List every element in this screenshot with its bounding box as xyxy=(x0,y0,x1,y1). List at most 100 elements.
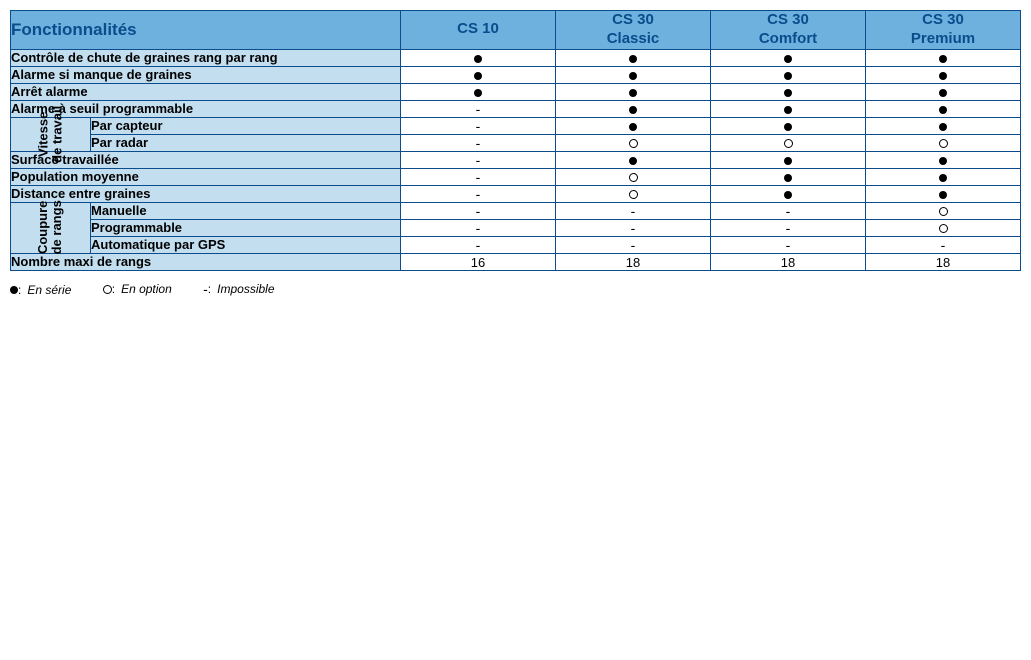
row-label: Alarme si manque de graines xyxy=(11,66,401,83)
row-group-label-text: Coupurede rangs xyxy=(36,200,65,254)
table-row: Distance entre graines - xyxy=(11,185,1021,202)
value-cell: - xyxy=(401,168,556,185)
table-row: Par radar- xyxy=(11,134,1021,151)
dash-icon: - xyxy=(786,203,791,219)
value-cell xyxy=(711,117,866,134)
value-cell: 16 xyxy=(401,253,556,270)
value-cell xyxy=(556,49,711,66)
value-cell: - xyxy=(556,236,711,253)
value-cell xyxy=(866,100,1021,117)
filled-circle-icon xyxy=(784,106,792,114)
row-label: Alarme à seuil programmable xyxy=(11,100,401,117)
value-cell: - xyxy=(401,151,556,168)
table-row: Arrêt alarme xyxy=(11,83,1021,100)
table-row: Alarme à seuil programmable - xyxy=(11,100,1021,117)
value-cell xyxy=(401,66,556,83)
filled-circle-icon xyxy=(939,55,947,63)
table-row: Nombre maxi de rangs16181818 xyxy=(11,253,1021,270)
value-cell xyxy=(401,49,556,66)
table-row: Programmable--- xyxy=(11,219,1021,236)
filled-circle-icon xyxy=(629,55,637,63)
row-sublabel: Par radar xyxy=(91,134,401,151)
table-row: Coupurede rangsManuelle--- xyxy=(11,202,1021,219)
filled-circle-icon xyxy=(784,157,792,165)
row-sublabel: Manuelle xyxy=(91,202,401,219)
table-row: Population moyenne- xyxy=(11,168,1021,185)
row-label: Distance entre graines xyxy=(11,185,401,202)
filled-circle-icon xyxy=(474,72,482,80)
value-cell xyxy=(556,66,711,83)
value-cell: - xyxy=(401,219,556,236)
header-col-3: CS 30 Premium xyxy=(866,11,1021,50)
header-col-2: CS 30 Comfort xyxy=(711,11,866,50)
value-cell: - xyxy=(401,117,556,134)
dash-icon: - xyxy=(476,203,481,219)
row-sublabel: Par capteur xyxy=(91,117,401,134)
value-cell xyxy=(866,117,1021,134)
dash-icon: - xyxy=(476,101,481,117)
legend-open-label: En option xyxy=(121,282,172,296)
feature-comparison-table: Fonctionnalités CS 10 CS 30 Classic CS 3… xyxy=(10,10,1021,271)
legend-filled-label: En série xyxy=(27,283,71,297)
value-cell xyxy=(711,66,866,83)
table-row: Surface travaillée- xyxy=(11,151,1021,168)
row-label: Surface travaillée xyxy=(11,151,401,168)
value-cell: - xyxy=(866,236,1021,253)
filled-circle-icon xyxy=(939,174,947,182)
table-row: Alarme si manque de graines xyxy=(11,66,1021,83)
open-circle-icon xyxy=(629,173,638,182)
filled-circle-icon xyxy=(629,123,637,131)
table-row: Contrôle de chute de graines rang par ra… xyxy=(11,49,1021,66)
legend: : En série : En option - : Impossible xyxy=(10,281,1021,297)
filled-circle-icon xyxy=(629,89,637,97)
filled-circle-icon xyxy=(474,89,482,97)
value-cell xyxy=(866,202,1021,219)
value-cell xyxy=(401,83,556,100)
row-sublabel: Automatique par GPS xyxy=(91,236,401,253)
value-cell xyxy=(866,83,1021,100)
dash-icon: - xyxy=(631,237,636,253)
table-header-row: Fonctionnalités CS 10 CS 30 Classic CS 3… xyxy=(11,11,1021,50)
filled-circle-icon xyxy=(939,191,947,199)
legend-item-dash: - : Impossible xyxy=(203,281,274,297)
value-cell xyxy=(711,134,866,151)
dash-icon: - xyxy=(786,237,791,253)
filled-circle-icon xyxy=(629,106,637,114)
filled-circle-icon xyxy=(10,286,18,294)
dash-icon: - xyxy=(476,169,481,185)
open-circle-icon xyxy=(939,207,948,216)
filled-circle-icon xyxy=(939,106,947,114)
header-features-label: Fonctionnalités xyxy=(11,11,401,50)
value-cell: - xyxy=(401,202,556,219)
header-col-1: CS 30 Classic xyxy=(556,11,711,50)
dash-icon: - xyxy=(476,186,481,202)
header-col-3-line1: CS 30 xyxy=(922,11,964,28)
header-col-2-line1: CS 30 xyxy=(767,11,809,28)
value-cell xyxy=(866,66,1021,83)
dash-icon: - xyxy=(476,118,481,134)
row-label: Contrôle de chute de graines rang par ra… xyxy=(11,49,401,66)
filled-circle-icon xyxy=(474,55,482,63)
value-cell xyxy=(556,185,711,202)
value-cell xyxy=(556,117,711,134)
value-cell xyxy=(866,151,1021,168)
row-group-label: Coupurede rangs xyxy=(11,202,91,253)
row-sublabel: Programmable xyxy=(91,219,401,236)
legend-dash-label: Impossible xyxy=(217,282,274,296)
row-group-label: Vitessede travail xyxy=(11,117,91,151)
legend-item-open: : En option xyxy=(103,282,172,296)
cell-text: 18 xyxy=(626,255,640,270)
table-row: Vitessede travailPar capteur- xyxy=(11,117,1021,134)
open-circle-icon xyxy=(629,190,638,199)
header-col-0-line1: CS 10 xyxy=(457,20,499,37)
dash-icon: - xyxy=(476,237,481,253)
filled-circle-icon xyxy=(939,157,947,165)
filled-circle-icon xyxy=(784,89,792,97)
filled-circle-icon xyxy=(784,55,792,63)
header-col-1-line2: Classic xyxy=(607,30,660,47)
value-cell xyxy=(711,49,866,66)
value-cell: - xyxy=(556,219,711,236)
open-circle-icon xyxy=(784,139,793,148)
value-cell: 18 xyxy=(711,253,866,270)
dash-icon: - xyxy=(631,220,636,236)
